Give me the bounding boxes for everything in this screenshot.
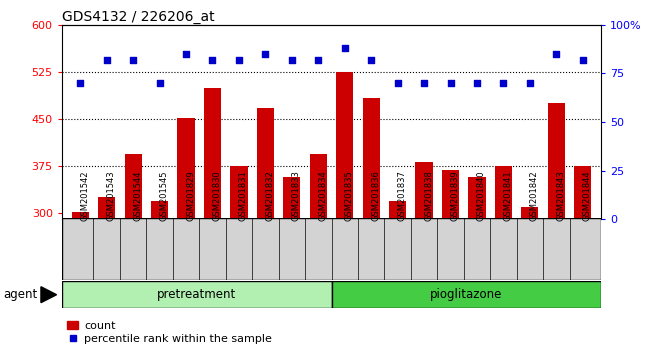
Bar [98, 197, 115, 354]
Bar [548, 103, 565, 354]
Text: GSM201545: GSM201545 [160, 170, 168, 221]
Text: GSM201833: GSM201833 [292, 170, 301, 221]
Point [366, 57, 376, 63]
Bar [257, 108, 274, 354]
Bar [309, 154, 327, 354]
Text: GSM201832: GSM201832 [265, 170, 274, 221]
Point [472, 80, 482, 86]
Text: GSM201840: GSM201840 [477, 170, 486, 221]
Bar [72, 212, 89, 354]
Bar [177, 118, 194, 354]
Text: GDS4132 / 226206_at: GDS4132 / 226206_at [62, 10, 214, 24]
Text: GSM201842: GSM201842 [530, 170, 539, 221]
Point [128, 57, 138, 63]
Bar [125, 154, 142, 354]
Text: GSM201839: GSM201839 [450, 170, 460, 221]
Text: pretreatment: pretreatment [157, 288, 236, 301]
Point [181, 51, 191, 57]
Bar [62, 281, 332, 308]
Point [498, 80, 508, 86]
Bar [151, 201, 168, 354]
Bar [521, 207, 538, 354]
Point [393, 80, 403, 86]
Point [525, 80, 535, 86]
Legend: count, percentile rank within the sample: count, percentile rank within the sample [68, 321, 272, 344]
Text: GSM201542: GSM201542 [80, 170, 89, 221]
Bar [574, 166, 592, 354]
Polygon shape [41, 287, 57, 303]
Bar [442, 171, 459, 354]
Point [313, 57, 324, 63]
Text: GSM201831: GSM201831 [239, 170, 248, 221]
Text: GSM201837: GSM201837 [398, 170, 407, 221]
Text: GSM201843: GSM201843 [556, 170, 566, 221]
Text: GSM201830: GSM201830 [213, 170, 222, 221]
Text: agent: agent [3, 288, 38, 301]
Point [260, 51, 270, 57]
Point [207, 57, 218, 63]
Point [339, 45, 350, 51]
Point [445, 80, 456, 86]
Text: GSM201841: GSM201841 [503, 170, 512, 221]
Bar [230, 166, 248, 354]
Text: pioglitazone: pioglitazone [430, 288, 502, 301]
Text: GSM201543: GSM201543 [107, 170, 116, 221]
Bar [495, 166, 512, 354]
Point [419, 80, 429, 86]
Point [578, 57, 588, 63]
Bar [389, 201, 406, 354]
Point [75, 80, 85, 86]
Point [287, 57, 297, 63]
Bar [332, 281, 601, 308]
Point [101, 57, 112, 63]
Bar [204, 87, 221, 354]
Bar [415, 162, 433, 354]
Bar [336, 72, 354, 354]
Text: GSM201834: GSM201834 [318, 170, 328, 221]
Bar [283, 177, 300, 354]
Text: GSM201844: GSM201844 [583, 170, 592, 221]
Text: GSM201544: GSM201544 [133, 170, 142, 221]
Point [155, 80, 165, 86]
Text: GSM201829: GSM201829 [186, 170, 195, 221]
Point [234, 57, 244, 63]
Point [551, 51, 562, 57]
Text: GSM201835: GSM201835 [344, 170, 354, 221]
Text: GSM201838: GSM201838 [424, 170, 433, 221]
Bar [363, 98, 380, 354]
Bar [469, 177, 486, 354]
Text: GSM201836: GSM201836 [371, 170, 380, 221]
